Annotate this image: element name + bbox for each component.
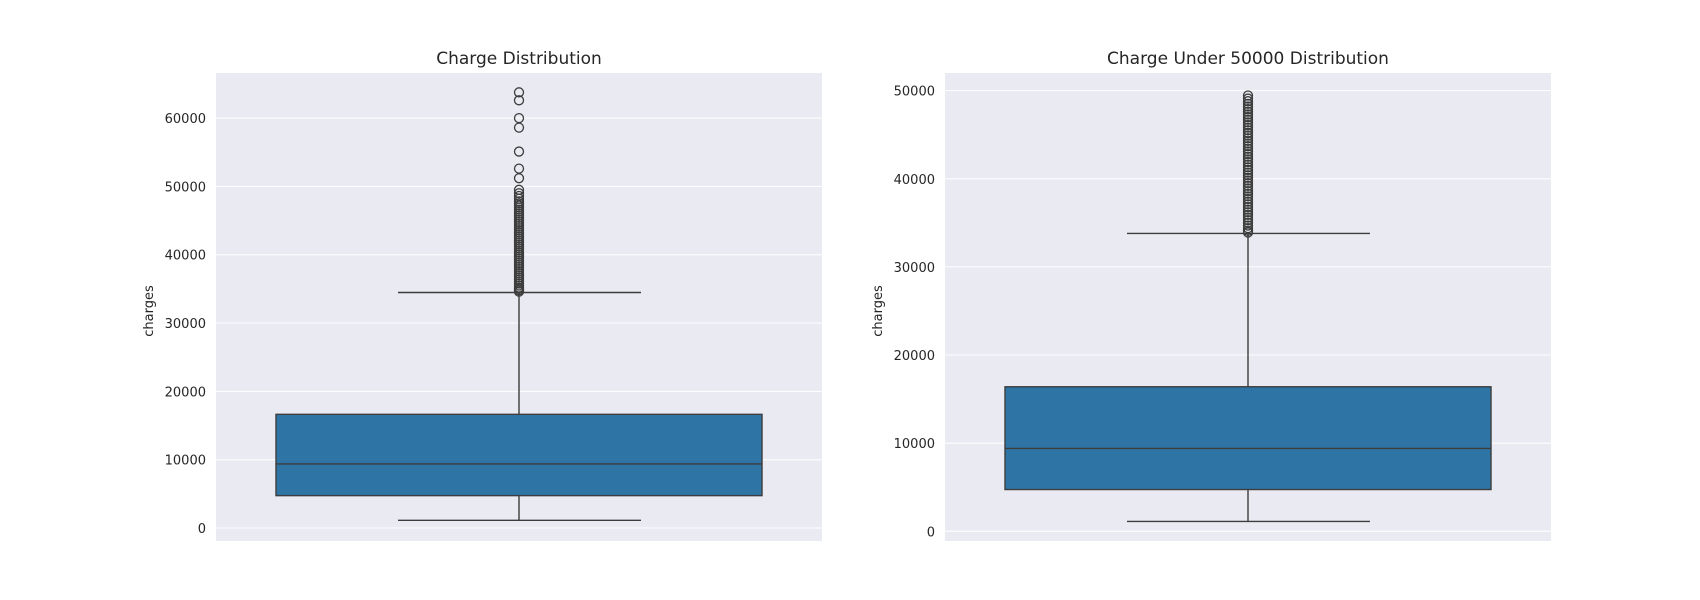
- outlier-point: [1242, 135, 1254, 147]
- chart-title: Charge Distribution: [436, 49, 602, 69]
- y-tick-label: 50000: [894, 85, 935, 100]
- outlier-point: [1242, 162, 1254, 173]
- y-tick-label: 60000: [165, 112, 206, 127]
- outlier-point: [1242, 114, 1254, 125]
- chart-panel-charge-distribution: 0 10000 20000 30000 40000 50000 60000 Charge Di…: [142, 49, 822, 541]
- outlier-point: [513, 163, 525, 174]
- outlier-point: [1242, 209, 1254, 221]
- outlier-point: [1242, 172, 1254, 184]
- outlier-point: [513, 188, 525, 199]
- outlier-point: [513, 190, 525, 202]
- y-tick-label: 0: [927, 525, 935, 540]
- y-tick-label: 10000: [894, 437, 935, 452]
- y-tick-label: 40000: [165, 249, 206, 264]
- outlier-point: [1242, 199, 1254, 210]
- outlier-point: [1242, 191, 1254, 202]
- outlier-point: [1242, 119, 1254, 131]
- outlier-point: [513, 196, 525, 207]
- outlier-point: [1242, 207, 1254, 218]
- outlier-point: [1242, 167, 1254, 178]
- outlier-point: [1242, 212, 1254, 223]
- outlier-point: [513, 112, 525, 124]
- outlier-point: [513, 95, 525, 106]
- outlier-point: [1242, 130, 1254, 141]
- outlier-point: [1242, 111, 1254, 123]
- y-tick-label: 10000: [165, 454, 206, 469]
- y-tick-label: 20000: [894, 349, 935, 364]
- chart-panel-charge-under-50000: 0 10000 20000 30000 40000 50000 Charge Under 5…: [871, 49, 1551, 541]
- outlier-point: [1242, 141, 1254, 152]
- outlier-point: [1242, 146, 1254, 157]
- iqr-box: [275, 413, 763, 497]
- outlier-point: [513, 146, 525, 157]
- y-tick-label: 30000: [894, 261, 935, 276]
- outlier-point: [1242, 103, 1254, 115]
- outlier-point: [1242, 96, 1254, 107]
- outlier-point: [1242, 222, 1254, 234]
- outlier-point: [1242, 151, 1254, 162]
- outlier-point: [1242, 196, 1254, 207]
- y-axis-label: charges: [871, 285, 886, 337]
- y-tick-label: 0: [198, 522, 206, 537]
- outlier-point: [1242, 122, 1254, 133]
- outlier-point: [1242, 125, 1254, 136]
- outlier-point: [1242, 201, 1254, 213]
- outlier-point: [1242, 154, 1254, 165]
- outlier-point: [1242, 127, 1254, 139]
- outlier-point: [1242, 185, 1254, 197]
- y-tick-label: 30000: [165, 317, 206, 332]
- y-tick-label: 40000: [894, 173, 935, 188]
- outlier-point: [1242, 178, 1254, 189]
- outlier-point: [1242, 109, 1254, 120]
- outlier-point: [1242, 164, 1254, 176]
- y-tick-label: 20000: [165, 385, 206, 400]
- outlier-point: [1242, 204, 1254, 215]
- outlier-point: [1242, 170, 1254, 181]
- iqr-box: [1004, 386, 1492, 491]
- outlier-point: [1242, 217, 1254, 228]
- y-tick-label: 50000: [165, 180, 206, 195]
- outlier-point: [1242, 220, 1254, 231]
- outlier-point: [1242, 101, 1254, 112]
- outlier-point: [1242, 148, 1254, 160]
- outlier-point: [1242, 90, 1254, 101]
- outlier-point: [1242, 156, 1254, 168]
- outlier-point: [513, 184, 525, 195]
- outlier-point: [1242, 159, 1254, 170]
- outlier-point: [1242, 225, 1254, 236]
- outlier-point: [1242, 188, 1254, 199]
- outlier-point: [1242, 93, 1254, 104]
- outlier-point: [513, 87, 525, 98]
- outlier-point: [1242, 175, 1254, 186]
- outlier-point: [1242, 133, 1254, 144]
- outlier-point: [1242, 138, 1254, 149]
- outlier-point: [1242, 143, 1254, 154]
- outlier-point: [1242, 117, 1254, 128]
- outlier-point: [1242, 180, 1254, 191]
- outlier-point: [1242, 183, 1254, 194]
- chart-title: Charge Under 50000 Distribution: [1107, 49, 1389, 69]
- y-axis-label: charges: [142, 285, 157, 337]
- outlier-point: [1242, 215, 1254, 226]
- outlier-point: [1242, 193, 1254, 205]
- outlier-point: [1242, 106, 1254, 117]
